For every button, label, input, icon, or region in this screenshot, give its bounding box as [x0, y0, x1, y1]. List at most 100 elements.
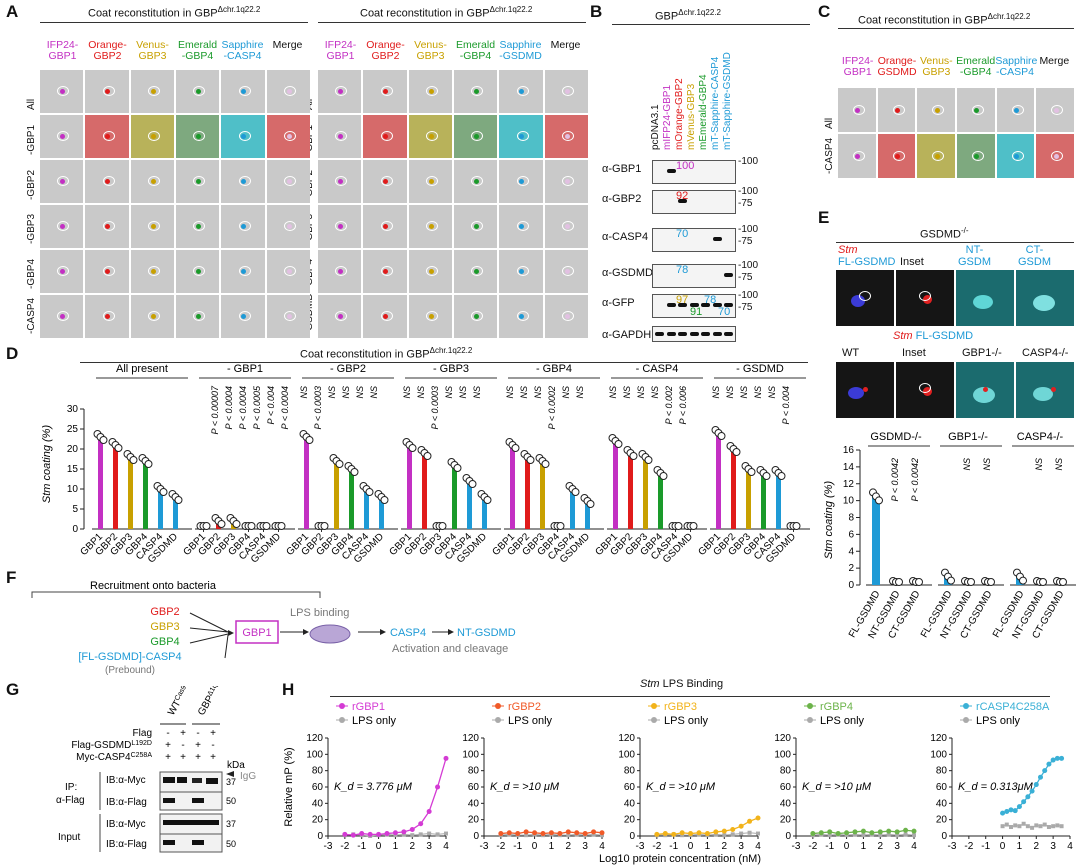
condition-value: +	[180, 752, 186, 763]
data-point	[586, 500, 595, 508]
size-label: 78	[704, 294, 717, 306]
bar	[143, 461, 148, 529]
label-ct-gsdm: CT- GSDM	[1018, 244, 1051, 268]
micrograph-cell	[453, 205, 498, 248]
panel-e-top-title: GSDMD-/-	[920, 226, 969, 241]
bacterium-outline	[102, 176, 115, 187]
stat-label: NS	[608, 386, 618, 399]
x-tick-label: -1	[981, 841, 990, 852]
label-nt-gsdm: NT- GSDM	[958, 244, 991, 268]
micrograph-cell	[499, 295, 543, 338]
fit-line	[656, 817, 759, 836]
bacterium-outline	[932, 150, 945, 161]
micrograph-cell	[544, 70, 588, 113]
legend-lps: LPS only	[352, 715, 397, 727]
fit-line	[812, 829, 915, 835]
legend-lps: LPS only	[976, 715, 1021, 727]
band	[163, 798, 175, 803]
condition-value: +	[165, 740, 171, 751]
stat-label: NS	[561, 386, 571, 399]
y-tick-label: 60	[936, 782, 948, 793]
data-point	[144, 460, 153, 468]
bacterium-outline	[425, 86, 438, 97]
kd-label: K_d = 0.313μM	[958, 781, 1034, 793]
x-tick-label: -2	[340, 841, 349, 852]
row-label: -GBP1	[26, 124, 37, 155]
micrograph-cell	[544, 250, 588, 293]
legend-lps: LPS only	[820, 715, 865, 727]
column-header: Orange- GSDMD	[877, 55, 917, 78]
band	[712, 303, 722, 307]
f-bracket	[31, 591, 321, 598]
column-header: Sapphire -GSDMD	[499, 39, 542, 62]
bacterium-outline	[1011, 150, 1024, 161]
micrograph-cell	[318, 70, 362, 113]
bacterium-outline	[425, 311, 438, 322]
bacterium-outline	[471, 131, 484, 142]
y-tick-label: 8	[848, 513, 854, 524]
band	[163, 840, 175, 845]
legend-protein: rGBP3	[664, 701, 697, 713]
band	[163, 820, 219, 825]
mw-marker: -100	[738, 186, 759, 197]
stat-label: NS	[767, 386, 777, 399]
micrograph-cell	[363, 70, 407, 113]
micrograph-cell	[838, 134, 876, 178]
panel-a-right-title: Coat reconstitution in GBPΔchr.1q22.2	[360, 5, 533, 20]
column-header: IFP24- GBP1	[324, 39, 357, 62]
lane-label: mOrange-GBP2	[674, 78, 685, 150]
e-image	[836, 362, 894, 418]
group-title: All present	[116, 364, 168, 375]
micrograph-cell	[544, 295, 588, 338]
bar	[379, 497, 384, 529]
label-inset: Inset	[900, 256, 924, 268]
bacterium-outline	[57, 176, 70, 187]
micrograph-cell	[917, 134, 955, 178]
stat-label: NS	[444, 386, 454, 399]
band	[701, 303, 710, 307]
legend-protein: rGBP1	[352, 701, 385, 713]
band	[678, 199, 687, 203]
data-point	[277, 522, 286, 530]
y-tick-label: 0	[629, 831, 635, 842]
bacterium-outline	[471, 86, 484, 97]
micrograph-cell	[175, 250, 220, 293]
legend-lps: LPS only	[508, 715, 553, 727]
group-title: - GBP4	[536, 364, 572, 375]
panel-d-title: Coat reconstitution in GBPΔchr.1q22.2	[300, 346, 473, 361]
bacterium-outline	[561, 86, 574, 97]
x-tick-label: 4	[911, 841, 917, 852]
bacterium-outline	[283, 221, 296, 232]
bacterium-outline	[972, 150, 985, 161]
bacterium-outline	[102, 221, 115, 232]
y-axis-label: Stm coating (%)	[823, 481, 835, 560]
group-title: CASP4-/-	[1017, 431, 1064, 443]
panel-e-top-images	[836, 270, 1074, 326]
x-tick-label: 2	[566, 841, 572, 852]
row-label: -CASP4	[824, 137, 835, 174]
f-converge-lines	[189, 612, 229, 659]
condition-value: -	[181, 740, 184, 751]
panel-h-rule	[330, 696, 1050, 697]
bacterium-outline	[283, 266, 296, 277]
y-axis-label: Relative mP (%)	[283, 747, 295, 826]
x-tick-label: 0	[532, 841, 538, 852]
stat-label: NS	[505, 386, 515, 399]
panel-a-left-title: Coat reconstitution in GBPΔchr.1q22.2	[88, 5, 261, 20]
size-label: 100	[676, 160, 695, 172]
y-tick-label: 20	[67, 444, 79, 455]
micrograph-cell	[838, 88, 876, 132]
column-header: Orange- GBP2	[366, 39, 405, 62]
y-tick-label: 80	[936, 766, 948, 777]
stat-label: NS	[739, 386, 749, 399]
stat-label: P < 0.0004	[280, 386, 290, 429]
data-point	[408, 444, 417, 452]
bacterium-outline	[380, 311, 393, 322]
bacterium-outline	[380, 131, 393, 142]
micrograph-cell	[318, 115, 362, 158]
mw-marker: -100	[738, 290, 759, 301]
fit-line	[344, 758, 447, 836]
y-tick-label: 40	[468, 798, 480, 809]
stat-label: P < 0.0005	[252, 385, 262, 429]
